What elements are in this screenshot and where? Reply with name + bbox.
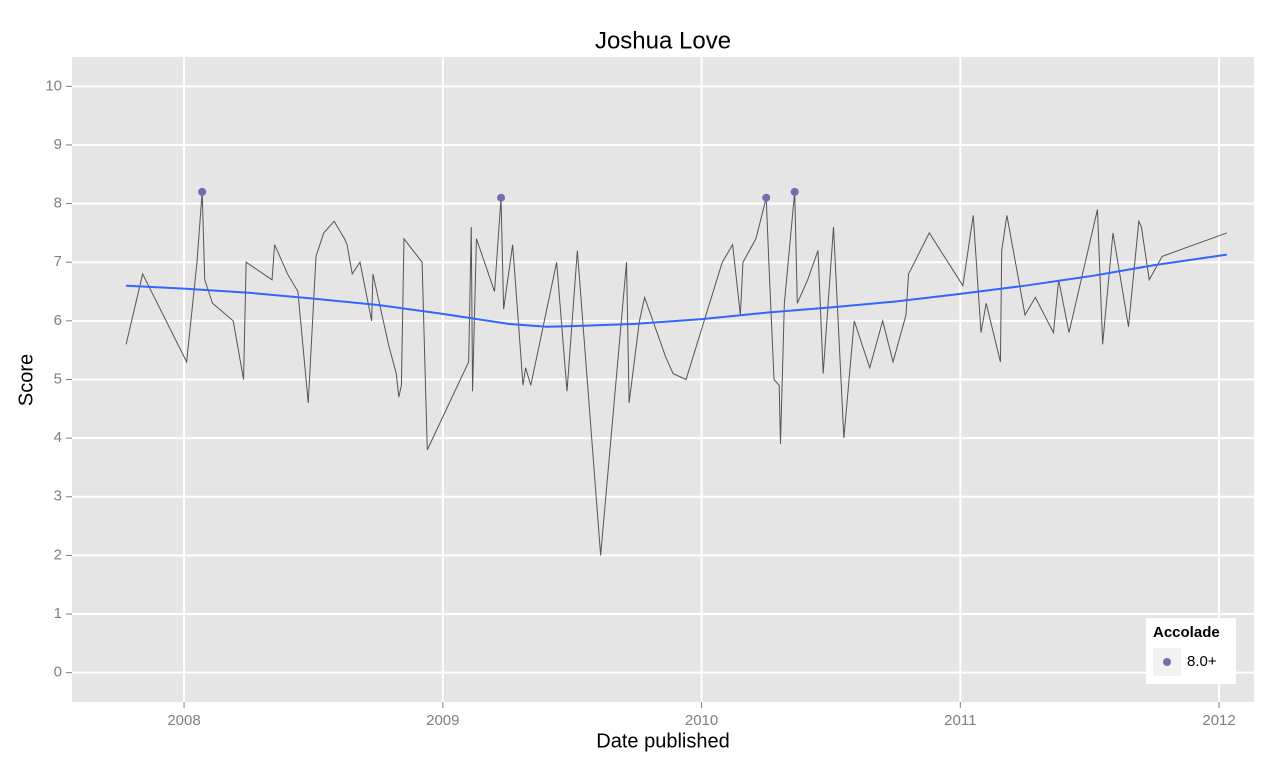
- x-axis-label: Date published: [596, 730, 729, 752]
- score-line: [125, 191, 1228, 556]
- y-tick-label: 4: [54, 429, 62, 446]
- smooth-line: [126, 253, 1227, 328]
- x-tick-label: 2008: [167, 712, 200, 729]
- accolade-point: [497, 193, 506, 202]
- y-tick-label: 9: [54, 136, 62, 153]
- y-tick-label: 7: [54, 253, 62, 270]
- accolade-point: [762, 193, 771, 202]
- y-tick-label: 3: [54, 488, 62, 505]
- y-axis-label: Score: [15, 354, 37, 406]
- legend-label: 8.0+: [1187, 653, 1217, 670]
- y-tick-label: 8: [54, 195, 62, 212]
- accolade-point: [790, 187, 799, 196]
- x-tick-label: 2010: [685, 712, 718, 729]
- x-tick-label: 2012: [1202, 712, 1235, 729]
- legend-title: Accolade: [1153, 624, 1220, 641]
- chart-title: Joshua Love: [595, 27, 731, 54]
- y-tick-label: 6: [54, 312, 62, 329]
- y-tick-label: 10: [45, 77, 62, 94]
- y-tick-label: 0: [54, 664, 62, 681]
- x-tick-label: 2009: [426, 712, 459, 729]
- y-tick-label: 5: [54, 370, 62, 387]
- x-tick-label: 2011: [944, 712, 976, 729]
- y-tick-label: 1: [54, 605, 62, 622]
- accolade-point: [198, 187, 207, 196]
- legend-point: [1163, 658, 1171, 666]
- y-tick-label: 2: [54, 546, 62, 563]
